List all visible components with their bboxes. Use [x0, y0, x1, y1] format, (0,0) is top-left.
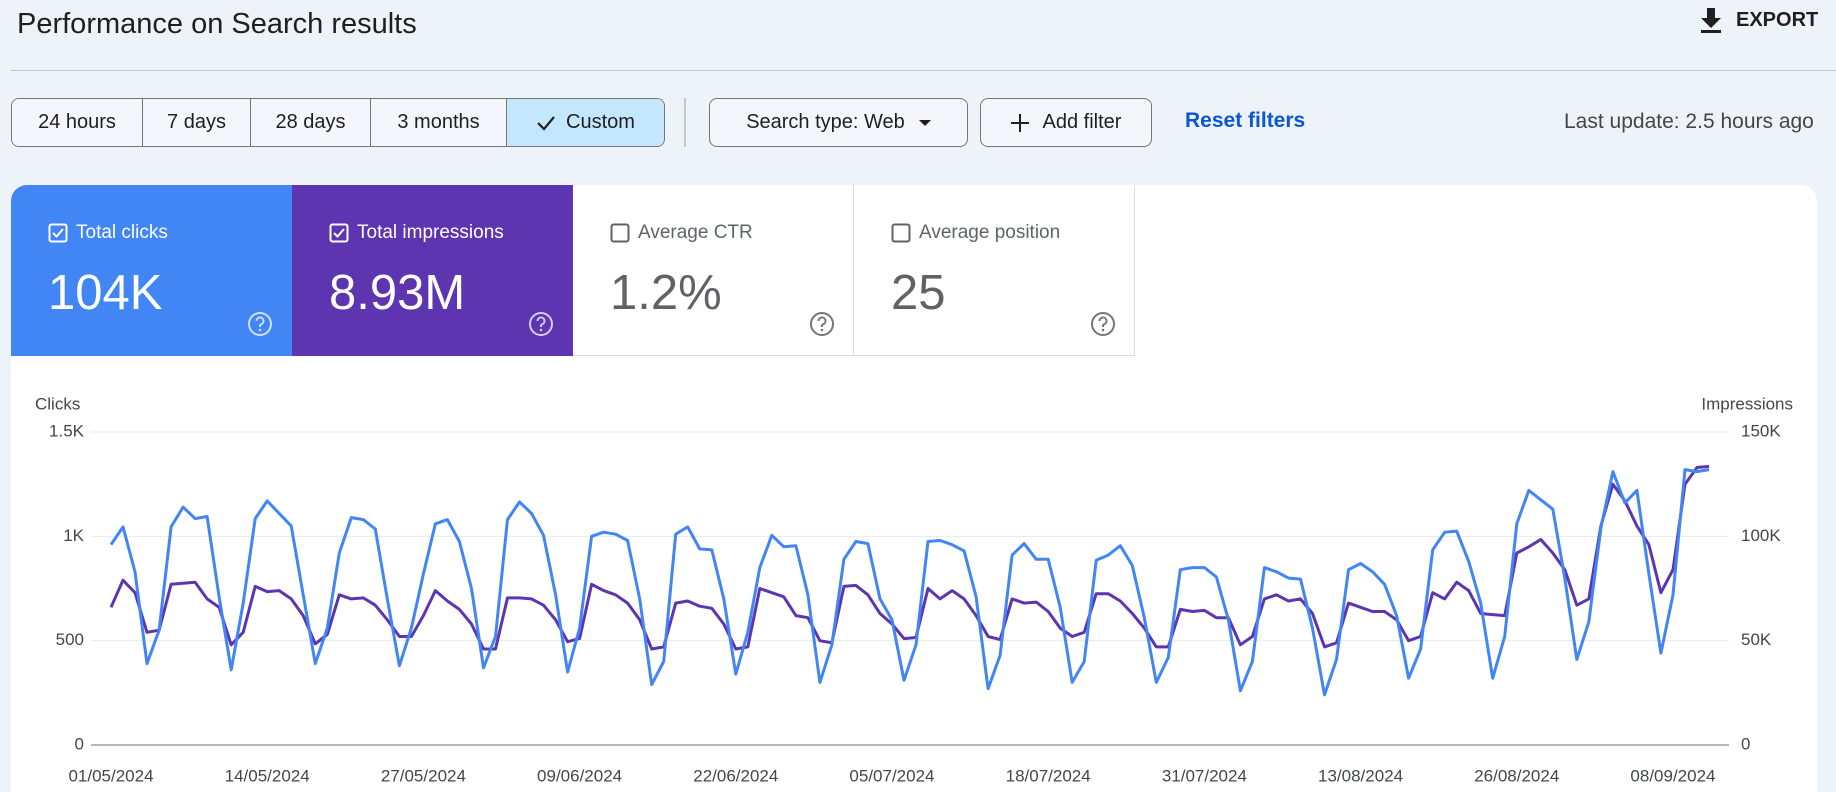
date-range-label: 28 days	[275, 111, 346, 133]
download-icon	[1701, 8, 1721, 33]
toolbar-divider	[684, 98, 686, 147]
y-tick-label: 0	[75, 734, 84, 753]
plus-icon	[1010, 113, 1029, 132]
date-range-group: 24 hours 7 days 28 days 3 months Custom	[11, 98, 665, 147]
date-range-label: 7 days	[167, 111, 226, 133]
help-icon	[248, 312, 272, 336]
metric-card[interactable]: Average CTR 1.2%	[573, 185, 854, 356]
x-tick-label: 27/05/2024	[381, 766, 466, 785]
metric-card[interactable]: Total impressions 8.93M	[292, 185, 573, 356]
checkbox-box	[610, 223, 630, 243]
y2-tick-label: 150K	[1741, 421, 1781, 440]
metric-label-row: Average CTR	[610, 222, 753, 244]
x-tick-label: 22/06/2024	[693, 766, 778, 785]
dropdown-caret	[918, 119, 931, 126]
help-circle	[810, 312, 834, 336]
help-glyph	[817, 316, 827, 328]
x-tick-label: 31/07/2024	[1162, 766, 1247, 785]
help-dot	[258, 328, 262, 332]
metric-card[interactable]: Total clicks 104K	[11, 185, 292, 356]
metric-label-row: Total impressions	[329, 222, 504, 244]
date-range-button[interactable]: Custom	[507, 99, 664, 146]
checkbox	[329, 223, 349, 243]
metric-label: Total clicks	[76, 222, 168, 243]
y2-tick-label: 100K	[1741, 526, 1781, 545]
metric-label: Average position	[919, 222, 1061, 243]
x-tick-label: 26/08/2024	[1474, 766, 1559, 785]
metric-label-row: Total clicks	[48, 222, 168, 244]
y-tick-label: 1K	[63, 526, 84, 545]
check-icon	[537, 115, 555, 131]
checkbox-box	[891, 223, 911, 243]
help-dot	[539, 328, 543, 332]
checkbox-tick	[333, 228, 345, 238]
date-range-label: Custom	[566, 111, 635, 133]
date-range-button[interactable]: 7 days	[143, 99, 251, 146]
y2-tick-label: 0	[1741, 734, 1750, 753]
date-range-button[interactable]: 3 months	[371, 99, 507, 146]
help-circle	[248, 312, 272, 336]
series-line	[109, 468, 1710, 697]
help-icon	[810, 312, 834, 336]
metric-label: Average CTR	[638, 222, 753, 243]
y2-axis-title: Impressions	[1701, 394, 1793, 413]
help-circle	[1091, 312, 1115, 336]
checkbox-box	[48, 223, 68, 243]
x-tick-label: 08/09/2024	[1630, 766, 1715, 785]
help-glyph	[536, 316, 546, 328]
help-circle	[529, 312, 553, 336]
x-tick-label: 14/05/2024	[225, 766, 310, 785]
checkbox	[48, 223, 68, 243]
metric-value: 1.2%	[610, 266, 722, 320]
x-tick-label: 09/06/2024	[537, 766, 622, 785]
x-tick-label: 18/07/2024	[1006, 766, 1091, 785]
help-glyph	[1098, 316, 1108, 328]
x-tick-label: 05/07/2024	[849, 766, 934, 785]
add-filter-label: Add filter	[1042, 111, 1122, 133]
date-range-label: 3 months	[397, 111, 480, 133]
date-range-button[interactable]: 24 hours	[12, 99, 143, 146]
date-range-label: 24 hours	[38, 111, 116, 133]
series-line	[109, 464, 1710, 651]
metric-cards: Total clicks 104K Total impressions 8.93M Av…	[11, 185, 1135, 356]
checkbox	[891, 223, 911, 243]
help-dot	[820, 328, 824, 332]
checkbox-tick	[52, 228, 64, 238]
checkbox	[610, 223, 630, 243]
page-title: Performance on Search results	[17, 8, 417, 40]
metric-label-row: Average position	[891, 222, 1060, 244]
export-label: EXPORT	[1736, 8, 1819, 31]
metric-value: 8.93M	[329, 266, 466, 320]
check-mark	[537, 115, 555, 131]
search-type-button[interactable]: Search type: Web	[709, 98, 968, 147]
last-update: Last update: 2.5 hours ago	[1564, 110, 1814, 133]
y-tick-label: 1.5K	[49, 421, 85, 440]
checkbox-box	[329, 223, 349, 243]
date-range-button[interactable]: 28 days	[251, 99, 371, 146]
help-dot	[1101, 328, 1105, 332]
help-glyph	[255, 316, 265, 328]
x-tick-label: 13/08/2024	[1318, 766, 1403, 785]
metric-label: Total impressions	[357, 222, 504, 243]
metric-value: 104K	[48, 266, 163, 320]
add-filter-button[interactable]: Add filter	[980, 98, 1152, 147]
divider-rule	[11, 70, 1836, 71]
y2-tick-label: 50K	[1741, 630, 1772, 649]
metric-card[interactable]: Average position 25	[854, 185, 1135, 356]
x-tick-label: 01/05/2024	[68, 766, 153, 785]
help-icon	[529, 312, 553, 336]
search-type-label: Search type: Web	[746, 111, 905, 133]
help-icon	[1091, 312, 1115, 336]
y-tick-label: 500	[56, 630, 84, 649]
metric-value: 25	[891, 266, 946, 320]
export-button[interactable]: EXPORT	[1698, 6, 1818, 34]
reset-filters-link[interactable]: Reset filters	[1185, 109, 1306, 132]
y-axis-title: Clicks	[35, 394, 80, 413]
